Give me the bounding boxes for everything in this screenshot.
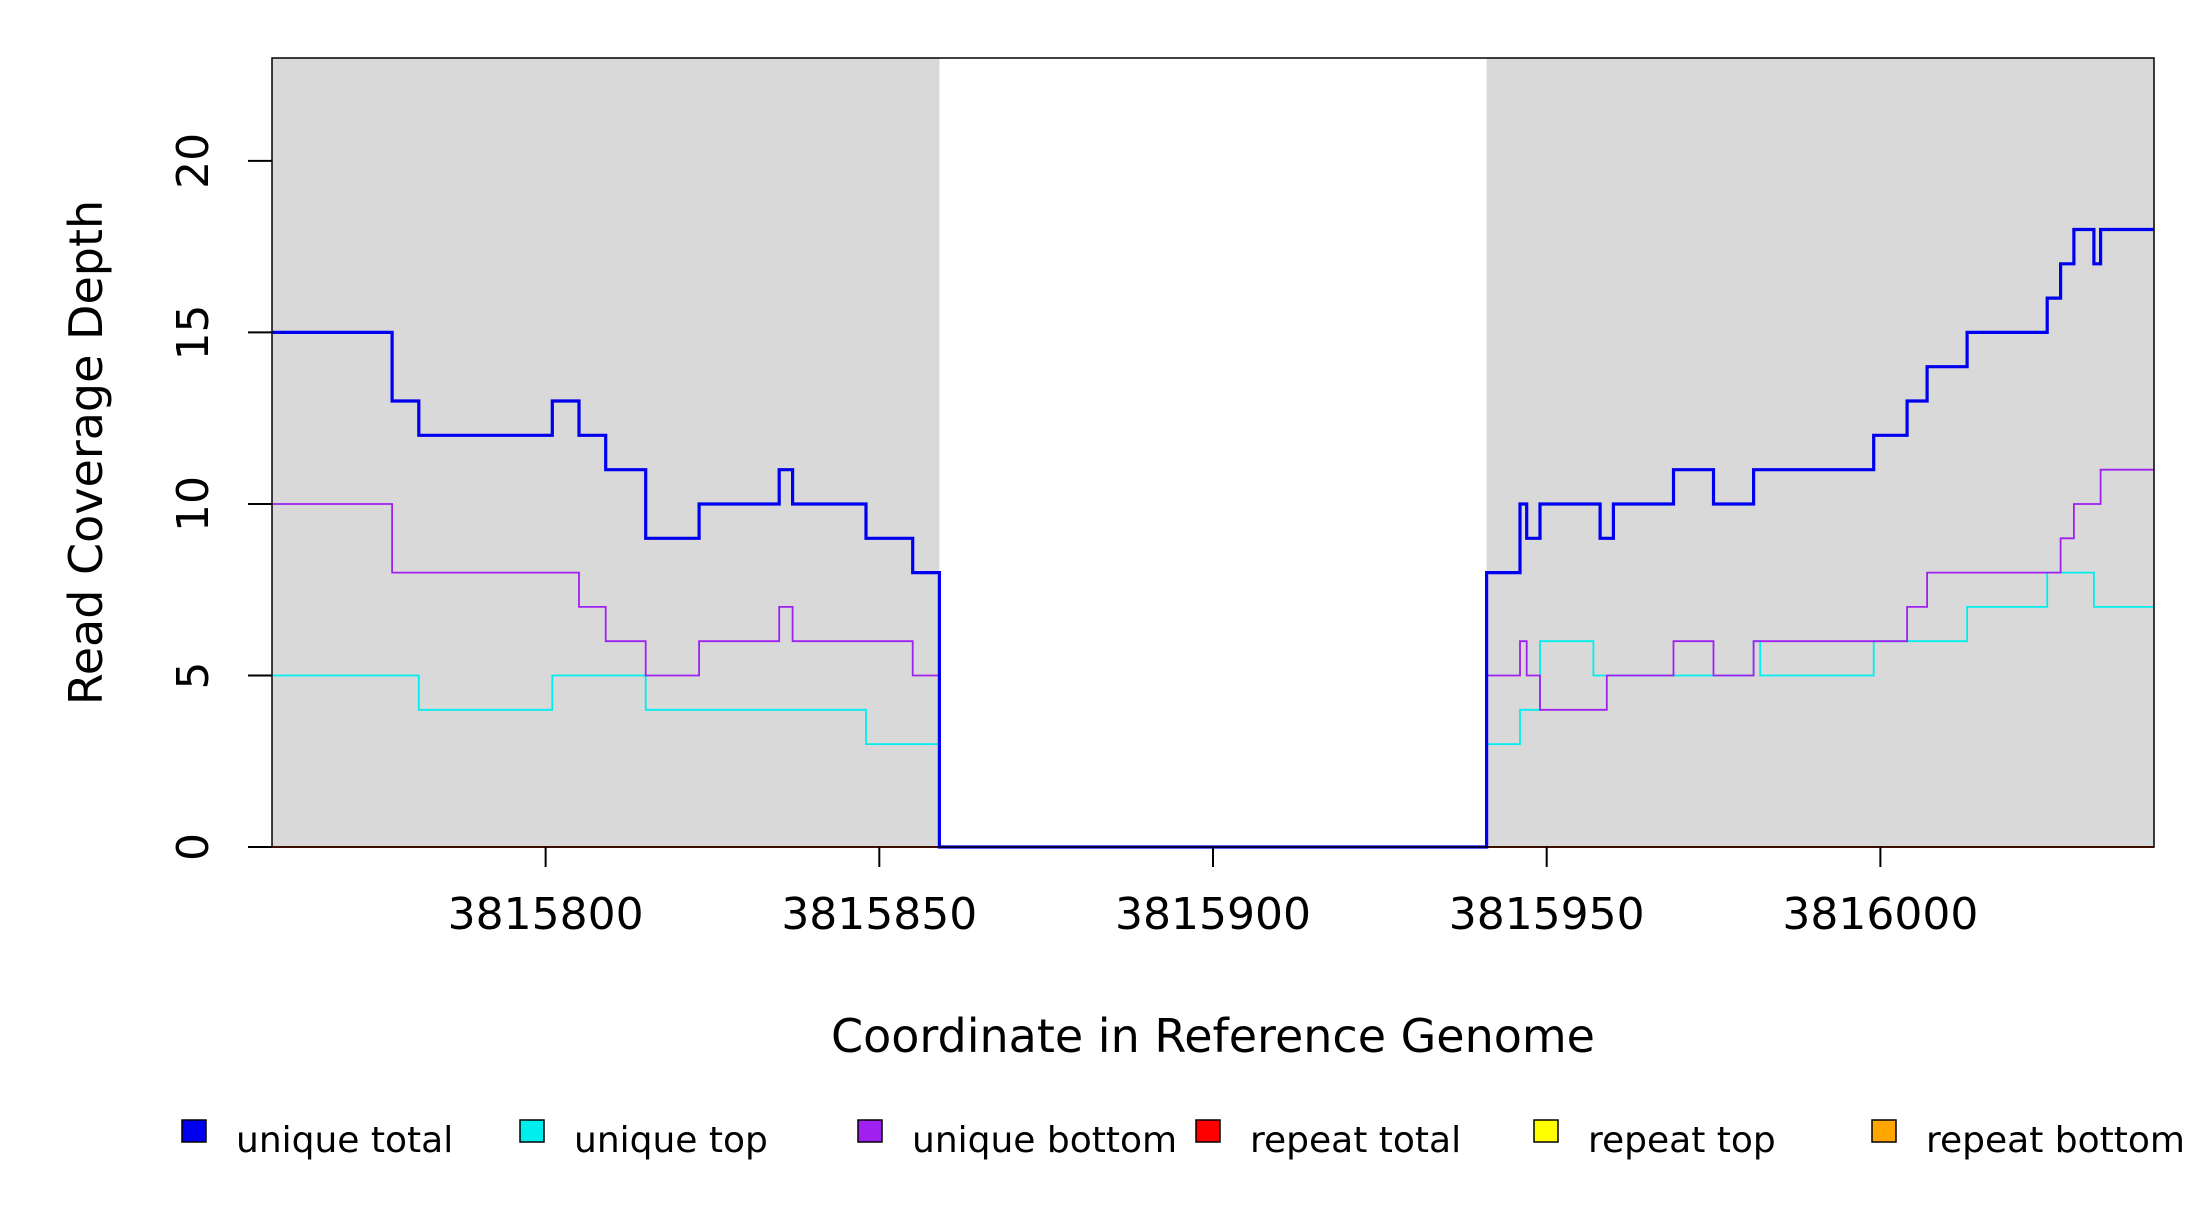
y-axis-title: Read Coverage Depth [59, 200, 113, 705]
legend-swatch [1533, 1119, 1559, 1143]
legend-item-repeat-total: repeat total [1195, 1119, 1461, 1161]
y-axis: 0 5 10 15 20 [168, 133, 272, 861]
y-tick-label: 0 [168, 833, 219, 861]
shaded-region-2 [1486, 58, 2154, 847]
legend-swatch [1195, 1119, 1221, 1143]
shaded-regions [272, 58, 2154, 847]
series-line-unique-bottom [272, 468, 2154, 848]
legend-item-repeat-top: repeat top [1533, 1119, 1776, 1161]
legend-swatch [181, 1119, 207, 1143]
legend-label: unique total [236, 1120, 453, 1161]
legend: unique total unique top unique bottom repea… [181, 1119, 2185, 1161]
legend-swatch [519, 1119, 545, 1143]
legend-item-unique-total: unique total [181, 1119, 453, 1161]
x-tick-label: 3815800 [448, 889, 644, 940]
series-line-unique-total [272, 227, 2154, 849]
x-tick-label: 3816000 [1782, 889, 1978, 940]
x-tick-label: 3815950 [1449, 889, 1645, 940]
y-tick-label: 5 [168, 661, 219, 689]
y-tick-label: 20 [168, 133, 219, 189]
legend-label: unique bottom [912, 1120, 1177, 1161]
legend-label: unique top [574, 1120, 768, 1161]
x-axis-title: Coordinate in Reference Genome [831, 1009, 1595, 1063]
legend-label: repeat bottom [1926, 1120, 2185, 1161]
legend-swatch [857, 1119, 883, 1143]
legend-label: repeat top [1588, 1120, 1776, 1161]
x-tick-label: 3815900 [1115, 889, 1311, 940]
x-tick-label: 3815850 [781, 889, 977, 940]
y-tick-label: 10 [168, 476, 219, 532]
legend-item-unique-bottom: unique bottom [857, 1119, 1177, 1161]
y-tick-label: 15 [168, 304, 219, 360]
legend-item-unique-top: unique top [519, 1119, 768, 1161]
legend-swatch [1871, 1119, 1897, 1143]
legend-label: repeat total [1250, 1120, 1461, 1161]
x-axis: 3815800 3815850 3815900 3815950 3816000 [448, 847, 1978, 940]
legend-item-repeat-bottom: repeat bottom [1871, 1119, 2185, 1161]
